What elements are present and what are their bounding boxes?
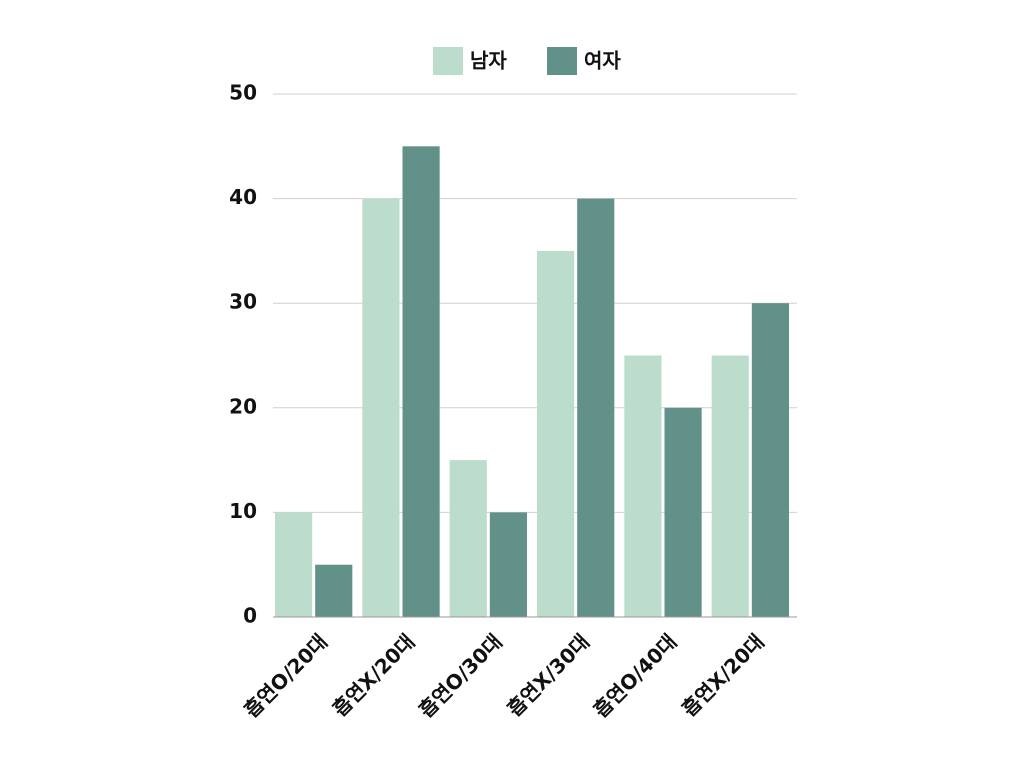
- y-tick-label: 50: [229, 81, 257, 105]
- bar: [275, 512, 313, 617]
- x-tick-label: 흡연O/20대: [239, 629, 332, 722]
- bar: [362, 198, 400, 617]
- legend-swatch: [433, 47, 463, 75]
- y-tick-label: 10: [229, 499, 257, 523]
- x-tick-label: 흡연X/20대: [328, 629, 420, 721]
- x-tick-label: 흡연X/20대: [677, 629, 769, 721]
- bar: [624, 355, 662, 617]
- bar: [664, 407, 702, 617]
- x-tick-label: 흡연X/30대: [502, 629, 594, 721]
- y-tick-label: 20: [229, 394, 257, 418]
- y-tick-label: 0: [243, 604, 257, 628]
- y-tick-label: 30: [229, 290, 257, 314]
- bar: [402, 146, 440, 618]
- legend-label: 여자: [584, 49, 621, 73]
- bar: [315, 564, 353, 617]
- bar: [711, 355, 749, 617]
- x-tick-label: 흡연O/40대: [589, 629, 682, 722]
- legend-label: 남자: [470, 49, 507, 73]
- bar: [751, 303, 789, 617]
- bar: [449, 460, 487, 617]
- bar: [489, 512, 527, 617]
- legend-swatch: [547, 47, 577, 75]
- x-tick-label: 흡연O/30대: [414, 629, 507, 722]
- bar: [577, 198, 615, 617]
- bar: [537, 250, 575, 617]
- y-tick-label: 40: [229, 185, 257, 209]
